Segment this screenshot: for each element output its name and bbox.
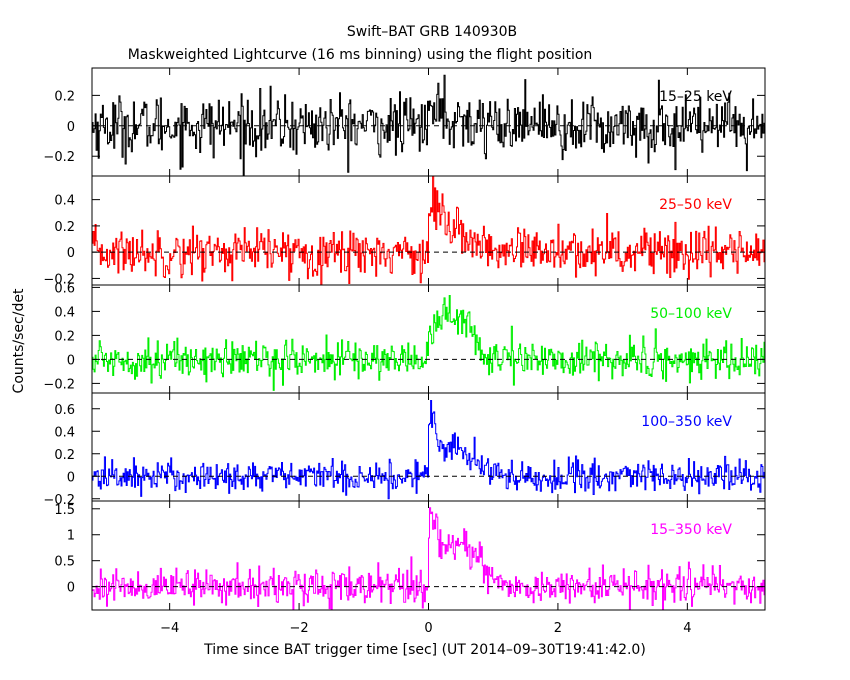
y-tick-label-2-0: −0.2 [43, 377, 75, 392]
y-tick-label-1-0: −0.2 [43, 272, 75, 287]
band-label-1: 25–50 keV [659, 197, 732, 213]
y-tick-label-3-4: 0.6 [54, 403, 75, 418]
y-tick-label-2-3: 0.4 [54, 305, 75, 320]
y-tick-label-4-0: 0 [67, 581, 75, 596]
panels-group: −0.200.2 15–25 keV−0.200.20.4 25–50 keV−0.… [43, 67, 766, 636]
band-label-4: 15–350 keV [650, 522, 732, 538]
x-tick-label-1: −2 [289, 621, 308, 636]
y-tick-label-2-4: 0.6 [54, 281, 75, 296]
series-line-1 [92, 176, 765, 285]
series-line-3 [92, 400, 765, 500]
panel-4: 0 0.5 1 1.5 15–350 keV [54, 500, 766, 611]
y-tick-label-0-1: 0 [67, 120, 75, 135]
x-tick-label-2: 0 [424, 621, 432, 636]
y-axis-label: Counts/sec/det [11, 288, 27, 393]
y-tick-label-1-3: 0.4 [54, 194, 75, 209]
y-tick-label-3-1: 0 [67, 470, 75, 485]
y-tick-label-4-2: 1 [67, 529, 75, 544]
series-line-4 [92, 507, 765, 610]
chart-title: Swift–BAT GRB 140930B [347, 24, 517, 40]
band-label-2: 50–100 keV [650, 306, 732, 322]
y-tick-label-2-1: 0 [67, 353, 75, 368]
x-tick-label-3: 2 [554, 621, 562, 636]
y-tick-label-3-3: 0.4 [54, 425, 75, 440]
series-line-2 [92, 295, 765, 391]
panel-1: −0.2 0 0.2 0.4 25–50 keV [43, 175, 766, 287]
band-label-3: 100–350 keV [641, 414, 732, 430]
y-tick-label-4-1: 0.5 [54, 555, 75, 570]
y-tick-label-3-2: 0.2 [54, 448, 75, 463]
y-tick-label-1-1: 0 [67, 246, 75, 261]
x-axis-label: Time since BAT trigger time [sec] (UT 20… [203, 642, 646, 658]
x-tick-label-0: −4 [160, 621, 179, 636]
panel-2: −0.2 0 0.2 0.4 0.6 50–100 keV [43, 281, 766, 394]
y-tick-label-0-2: 0.2 [54, 89, 75, 104]
y-tick-label-2-2: 0.2 [54, 329, 75, 344]
band-label-0: 15–25 keV [659, 89, 732, 105]
y-tick-label-4-3: 1.5 [54, 503, 75, 518]
y-tick-label-0-0: −0.2 [43, 150, 75, 165]
panel-0: −0.2 0 0.2 15–25 keV [43, 67, 766, 177]
y-tick-label-3-0: −0.2 [43, 493, 75, 508]
x-tick-label-4: 4 [683, 621, 691, 636]
y-tick-label-1-2: 0.2 [54, 220, 75, 235]
chart-subtitle: Maskweighted Lightcurve (16 ms binning) … [128, 47, 593, 63]
series-line-0 [92, 74, 765, 176]
panel-3: −0.2 0 0.2 0.4 0.6 100–350 keV [43, 392, 766, 508]
